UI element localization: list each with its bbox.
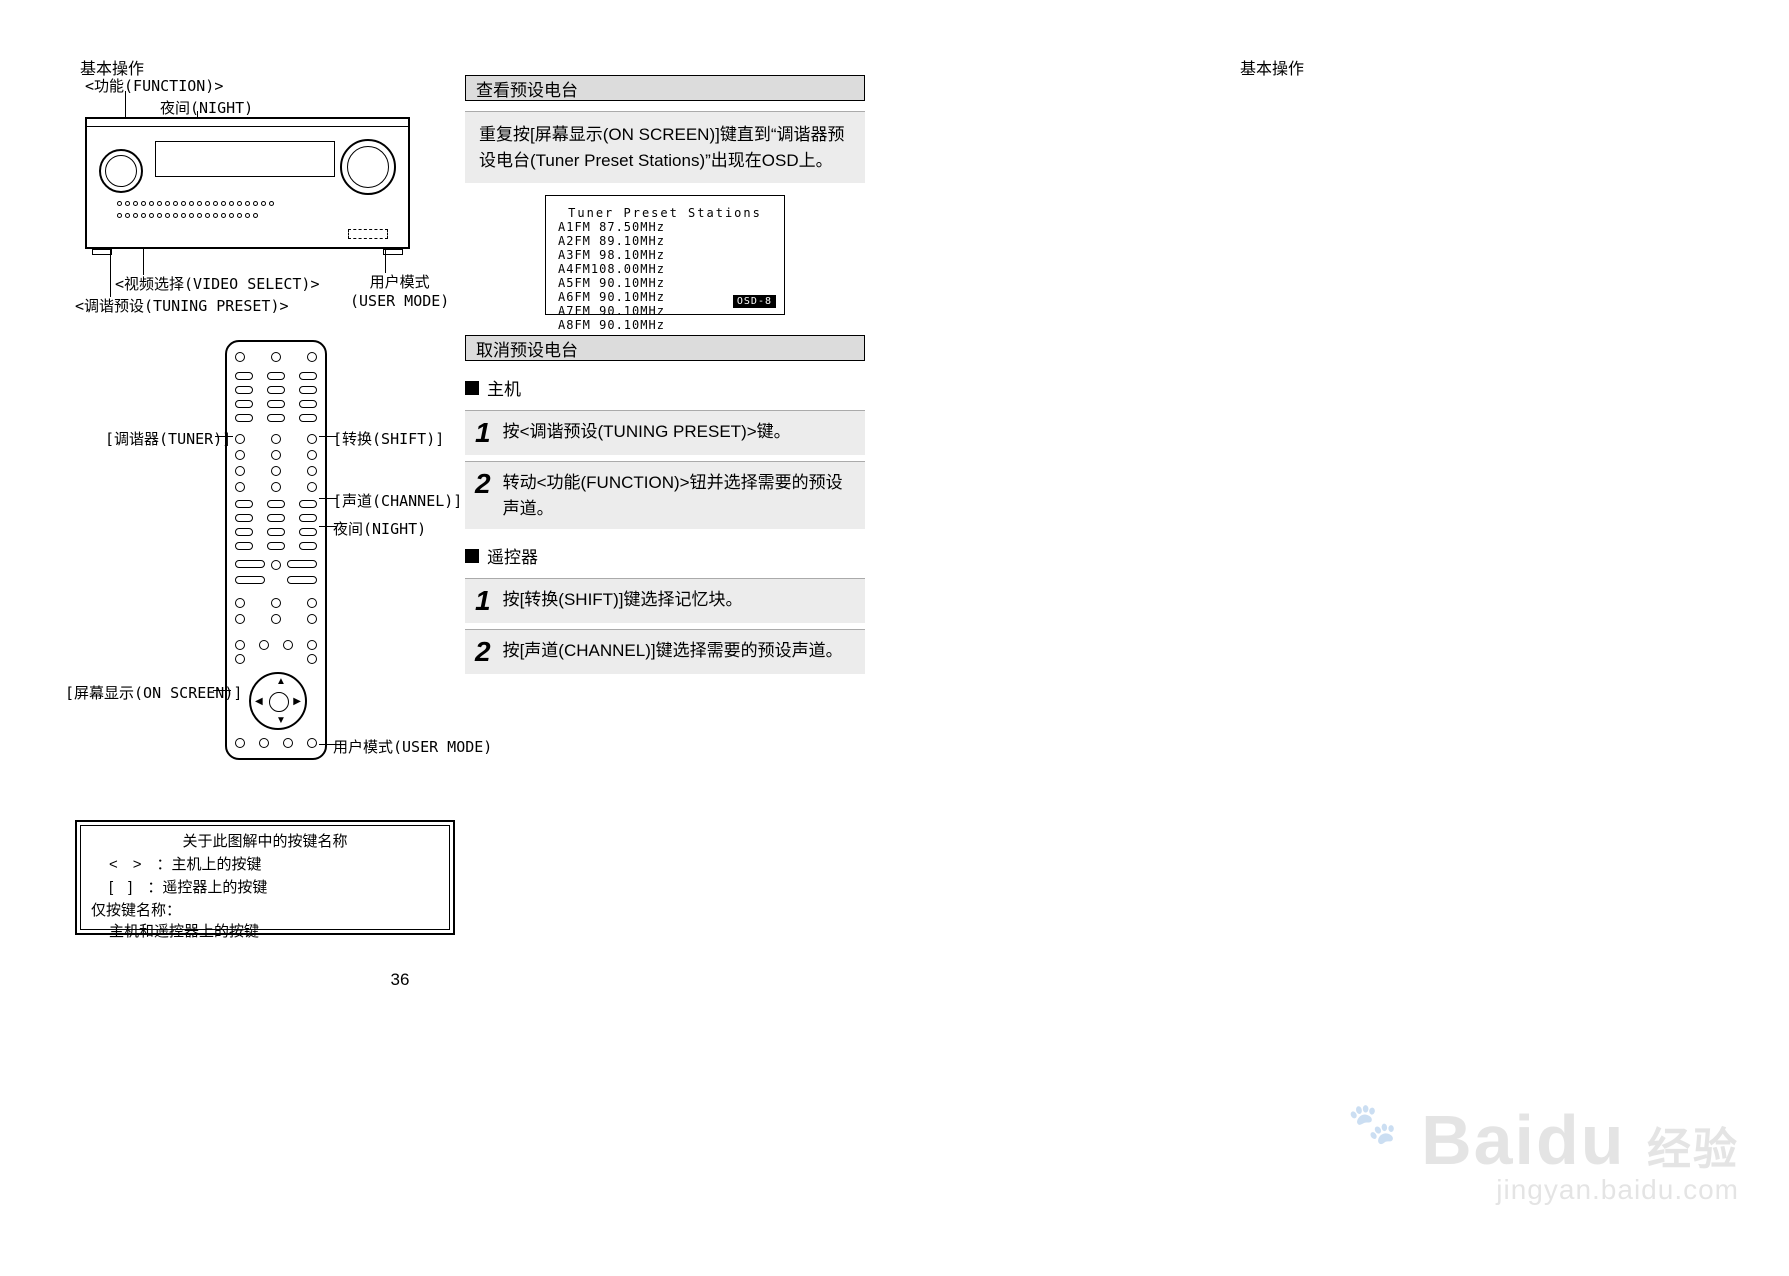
host-step-1: 1 按<调谐预设(TUNING PRESET)>键。	[465, 410, 865, 455]
step-number: 1	[475, 419, 491, 447]
label-night-remote: 夜间(NIGHT)	[333, 518, 426, 539]
remote-step-2: 2 按[声道(CHANNEL)]键选择需要的预设声道。	[465, 629, 865, 674]
volume-knob-icon	[99, 149, 143, 193]
osd-row: A1FM 87.50MHz	[558, 220, 772, 234]
label-on-screen: [屏幕显示(ON SCREEN)]	[65, 682, 242, 703]
view-presets-instruction: 重复按[屏幕显示(ON SCREEN)]键直到“调谐器预设电台(Tuner Pr…	[465, 111, 865, 183]
osd-row: A4FM108.00MHz	[558, 262, 772, 276]
remote-step-1: 1 按[转换(SHIFT)]键选择记忆块。	[465, 578, 865, 623]
label-video-select: <视频选择(VIDEO SELECT)>	[115, 273, 320, 294]
subhead-host-label: 主机	[487, 375, 521, 400]
step-text: 按[转换(SHIFT)]键选择记忆块。	[503, 587, 743, 613]
callout-line	[215, 436, 233, 437]
osd-title: Tuner Preset Stations	[558, 206, 772, 220]
callout-line	[319, 436, 337, 437]
callout-line	[319, 526, 337, 527]
right-column: 查看预设电台 重复按[屏幕显示(ON SCREEN)]键直到“调谐器预设电台(T…	[465, 75, 865, 680]
square-bullet-icon	[465, 549, 479, 563]
subhead-host: 主机	[465, 375, 865, 400]
watermark: 🐾 Baidu 经验 jingyan.baidu.com	[1279, 1100, 1739, 1206]
osd-row: A2FM 89.10MHz	[558, 234, 772, 248]
section-cancel-presets: 取消预设电台	[465, 335, 865, 361]
callout-line	[319, 498, 337, 499]
step-number: 1	[475, 587, 491, 615]
section-view-presets: 查看预设电台	[465, 75, 865, 101]
step-number: 2	[475, 638, 491, 666]
legend-title: 关于此图解中的按键名称	[91, 830, 439, 851]
page-number: 36	[370, 970, 430, 990]
legend-box: 关于此图解中的按键名称 < > ：主机上的按键 [ ] ：遥控器上的按键 仅按键…	[75, 820, 455, 935]
label-function: <功能(FUNCTION)>	[85, 75, 223, 96]
dpad-icon: ▲▼ ▶◀	[249, 672, 307, 730]
osd-rows: A1FM 87.50MHzA2FM 89.10MHzA3FM 98.10MHzA…	[558, 220, 772, 332]
osd-row: A8FM 90.10MHz	[558, 318, 772, 332]
host-step-2: 2 转动<功能(FUNCTION)>钮并选择需要的预设声道。	[465, 461, 865, 529]
osd-display: Tuner Preset Stations A1FM 87.50MHzA2FM …	[545, 195, 785, 315]
callout-line	[125, 91, 126, 119]
display-panel-icon	[155, 141, 335, 177]
step-number: 2	[475, 470, 491, 498]
label-tuning-preset: <调谐预设(TUNING PRESET)>	[75, 295, 289, 316]
callout-line	[143, 249, 144, 275]
callout-line	[110, 249, 111, 297]
user-mode-highlight	[348, 229, 388, 239]
paw-icon: 🐾	[1348, 1102, 1400, 1146]
watermark-url: jingyan.baidu.com	[1279, 1174, 1739, 1206]
selector-knob-icon	[340, 139, 396, 195]
osd-badge: OSD-8	[733, 295, 776, 308]
label-shift: [转换(SHIFT)]	[333, 428, 444, 449]
label-tuner: [调谐器(TUNER)]	[105, 428, 231, 449]
subhead-remote-label: 遥控器	[487, 543, 538, 568]
label-channel: [声道(CHANNEL)]	[333, 490, 462, 511]
callout-line	[319, 744, 337, 745]
label-night: 夜间(NIGHT)	[160, 97, 253, 118]
label-user-mode: 用户模式 (USER MODE)	[350, 271, 449, 310]
legend-row-angle: < > ：主机上的按键	[91, 853, 439, 874]
subhead-remote: 遥控器	[465, 543, 865, 568]
legend-only-title: 仅按键名称：	[91, 899, 439, 920]
step-text: 按[声道(CHANNEL)]键选择需要的预设声道。	[503, 638, 843, 664]
step-text: 转动<功能(FUNCTION)>钮并选择需要的预设声道。	[503, 470, 855, 521]
receiver-front-panel	[85, 117, 410, 249]
osd-row: A5FM 90.10MHz	[558, 276, 772, 290]
button-row	[117, 201, 377, 207]
remote-diagram: ▲▼ ▶◀ [调谐器(TUNER)] [屏幕显示(ON SCREEN)] [转换…	[75, 340, 475, 810]
square-bullet-icon	[465, 381, 479, 395]
legend-row-square: [ ] ：遥控器上的按键	[91, 876, 439, 897]
callout-line	[385, 249, 386, 273]
osd-row: A3FM 98.10MHz	[558, 248, 772, 262]
step-text: 按<调谐预设(TUNING PRESET)>键。	[503, 419, 791, 445]
button-row	[117, 213, 377, 219]
callout-line	[213, 690, 231, 691]
legend-only-sub: 主机和遥控器上的按键	[91, 920, 439, 941]
label-user-mode-remote: 用户模式(USER MODE)	[333, 736, 492, 757]
header-right: 基本操作	[1240, 55, 1304, 79]
